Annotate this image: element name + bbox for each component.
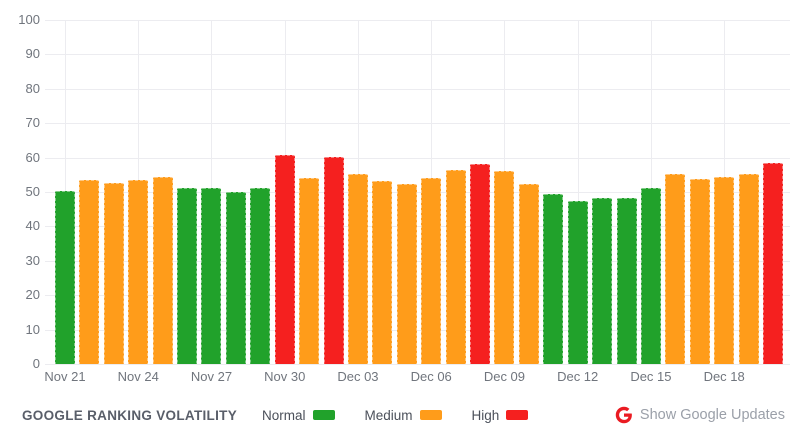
- legend-item-normal[interactable]: Normal: [262, 408, 335, 423]
- legend-label: Normal: [262, 407, 306, 423]
- y-axis: 0 10 20 30 40 50 60 70 80 90 100: [0, 0, 40, 392]
- y-gridline: [45, 295, 790, 297]
- volatility-bar-dec-14[interactable]: [616, 197, 637, 364]
- y-tick-label: 10: [25, 321, 40, 337]
- volatility-bar-dec-08[interactable]: [470, 164, 491, 364]
- volatility-bar-dec-15[interactable]: [640, 187, 661, 364]
- volatility-bar-nov-26[interactable]: [177, 187, 198, 364]
- chart-title: GOOGLE RANKING VOLATILITY: [22, 407, 237, 423]
- volatility-bar-nov-21[interactable]: [55, 190, 75, 364]
- volatility-bar-nov-23[interactable]: [103, 183, 124, 364]
- volatility-bar-dec-07[interactable]: [445, 170, 466, 364]
- volatility-bar-dec-05[interactable]: [396, 183, 417, 364]
- volatility-bar-dec-10[interactable]: [518, 183, 539, 364]
- y-gridline: [45, 157, 790, 159]
- volatility-bar-nov-28[interactable]: [225, 191, 246, 364]
- volatility-bar-dec-19[interactable]: [738, 174, 759, 364]
- legend-item-high[interactable]: High: [472, 408, 529, 423]
- volatility-bar-dec-12[interactable]: [567, 201, 588, 364]
- x-gridline: [577, 20, 579, 364]
- y-gridline: [45, 364, 790, 365]
- volatility-bar-dec-17[interactable]: [689, 178, 710, 364]
- x-tick-label: Dec 09: [483, 369, 526, 384]
- legend-swatch: [312, 410, 335, 420]
- x-tick-label: Dec 06: [410, 369, 452, 384]
- y-gridline: [45, 226, 790, 228]
- y-tick-label: 30: [25, 252, 40, 268]
- show-google-updates-label: Show Google Updates: [639, 407, 785, 423]
- y-tick-label: 50: [25, 184, 40, 199]
- y-tick-label: 60: [25, 149, 40, 165]
- y-tick-label: 80: [25, 80, 40, 96]
- legend: Normal Medium High: [262, 396, 529, 434]
- x-tick-label: Nov 30: [264, 369, 306, 384]
- volatility-bar-dec-18[interactable]: [714, 176, 735, 364]
- legend-label: High: [471, 407, 500, 423]
- plot-area: Nov 21 Nov 24 Nov 27 Nov 30 Dec 03 Dec 06 Dec …: [44, 0, 790, 392]
- volatility-bar-dec-01[interactable]: [299, 177, 320, 364]
- y-gridline: [45, 88, 790, 90]
- volatility-bar-nov-27[interactable]: [201, 187, 222, 364]
- volatility-bar-nov-24[interactable]: [128, 180, 149, 364]
- legend-swatch: [506, 410, 529, 420]
- x-tick-label: Dec 18: [703, 369, 745, 384]
- y-tick-label: 90: [25, 46, 40, 62]
- legend-item-medium[interactable]: Medium: [365, 408, 442, 423]
- x-tick-label: Nov 27: [190, 369, 233, 384]
- y-gridline: [45, 123, 790, 125]
- y-tick-label: 70: [25, 115, 40, 131]
- volatility-bar-dec-09[interactable]: [494, 170, 515, 364]
- x-tick-label: Dec 12: [557, 369, 599, 384]
- y-tick-label: 40: [25, 218, 40, 234]
- y-tick-label: 100: [18, 12, 40, 27]
- x-tick-label: Dec 15: [630, 369, 672, 384]
- google-g-icon: [615, 406, 632, 424]
- x-tick-label: Nov 24: [117, 369, 159, 384]
- y-gridline: [45, 329, 790, 331]
- volatility-bar-nov-25[interactable]: [152, 176, 173, 364]
- y-gridline: [45, 20, 790, 21]
- y-tick-label: 0: [32, 356, 40, 371]
- x-tick-label: Nov 21: [44, 369, 86, 384]
- legend-label: Medium: [364, 407, 413, 423]
- y-tick-label: 20: [25, 287, 40, 303]
- volatility-bar-dec-11[interactable]: [543, 194, 564, 364]
- chart-footer: GOOGLE RANKING VOLATILITY Normal Medium Hi…: [0, 396, 800, 434]
- y-gridline: [45, 54, 790, 56]
- volatility-bar-dec-04[interactable]: [372, 180, 393, 364]
- y-gridline: [45, 192, 790, 193]
- volatility-bar-chart: 0 10 20 30 40 50 60 70 80 90 100 Nov 21 Nov 24 Nov 2…: [0, 0, 790, 392]
- x-tick-label: Dec 03: [337, 369, 379, 384]
- volatility-bar-dec-02[interactable]: [323, 156, 344, 364]
- volatility-bar-nov-30[interactable]: [274, 154, 295, 364]
- volatility-bar-dec-06[interactable]: [421, 177, 442, 364]
- volatility-bar-dec-20[interactable]: [763, 163, 783, 364]
- volatility-bar-dec-03[interactable]: [347, 174, 368, 364]
- volatility-bar-nov-29[interactable]: [250, 187, 271, 364]
- show-google-updates-button[interactable]: Show Google Updates: [615, 396, 785, 434]
- legend-swatch: [419, 410, 442, 420]
- volatility-bar-nov-22[interactable]: [79, 180, 100, 364]
- volatility-bar-dec-16[interactable]: [665, 173, 686, 364]
- volatility-bar-dec-13[interactable]: [592, 197, 613, 364]
- y-gridline: [45, 260, 790, 262]
